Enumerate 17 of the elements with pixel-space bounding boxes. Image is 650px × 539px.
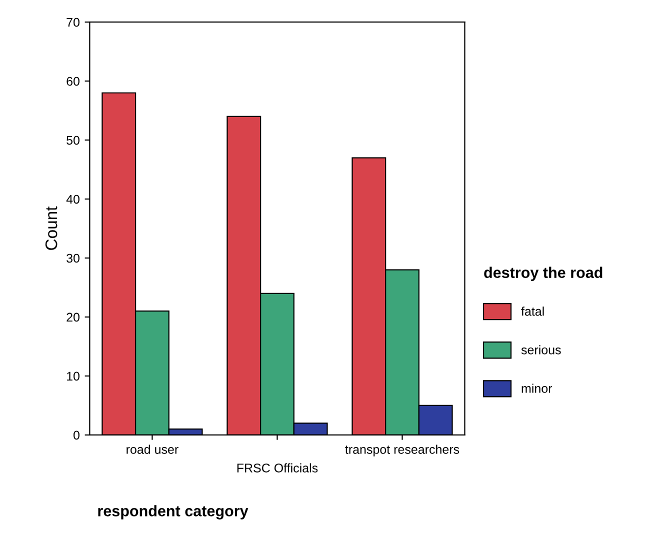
- y-tick-label: 30: [66, 254, 80, 263]
- legend-title: destroy the road: [484, 266, 602, 282]
- x-tick-label: FRSC Officials: [237, 463, 318, 472]
- legend-label: fatal: [521, 306, 544, 316]
- y-tick-label: 60: [66, 76, 80, 86]
- y-tick-label: 10: [67, 372, 80, 381]
- y-tick-label: 0: [74, 430, 80, 440]
- y-tick-label: 50: [66, 136, 80, 145]
- legend-label: serious: [521, 345, 561, 354]
- y-tick-label: 40: [66, 194, 80, 204]
- y-tick-label: 20: [66, 312, 80, 322]
- y-tick-label: 70: [66, 18, 80, 27]
- y-axis-title: Count: [45, 206, 58, 250]
- x-tick-label: road user: [126, 444, 178, 454]
- x-axis-title: respondent category: [98, 505, 248, 520]
- legend-label: minor: [522, 384, 552, 393]
- x-tick-label: transpot researchers: [345, 444, 460, 456]
